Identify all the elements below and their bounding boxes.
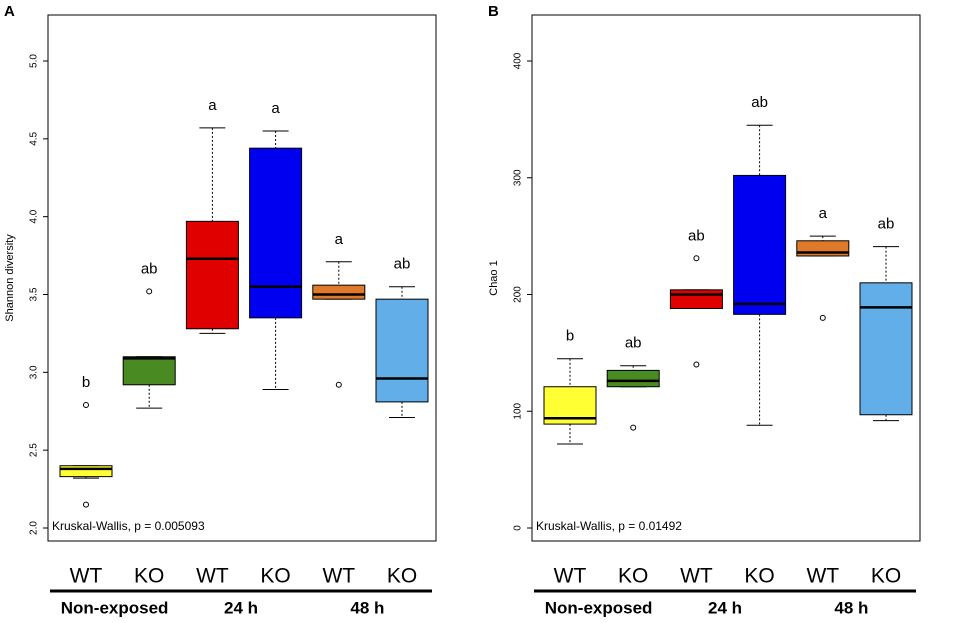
box	[606, 369, 660, 388]
significance-letter: a	[819, 205, 828, 222]
significance-letter: b	[566, 328, 574, 345]
y-tick-label: 5.0	[29, 54, 40, 68]
outlier	[335, 381, 342, 388]
annotation: Kruskal-Wallis, p = 0.01492	[536, 519, 682, 533]
outlier	[819, 314, 826, 321]
outlier	[146, 288, 153, 295]
group-label: 24 h	[224, 598, 258, 617]
box	[122, 356, 176, 386]
panel-label: B	[488, 3, 499, 20]
y-axis-label: Chao 1	[488, 260, 500, 295]
plot-frame	[47, 14, 437, 542]
plot-frame	[531, 14, 921, 542]
panel-label: A	[4, 3, 15, 20]
group-label: Non-exposed	[545, 598, 653, 617]
significance-letter: ab	[625, 335, 642, 352]
significance-letter: a	[208, 97, 217, 114]
y-tick-label: 2.0	[29, 521, 40, 535]
significance-letter: ab	[688, 227, 705, 244]
box	[312, 284, 366, 300]
y-tick-label: 0	[513, 525, 524, 531]
significance-letter: ab	[141, 260, 158, 277]
x-tick-label: WT	[680, 565, 713, 588]
y-tick-label: 4.0	[29, 209, 40, 223]
x-tick-label: KO	[618, 565, 648, 588]
x-tick-label: WT	[70, 565, 103, 588]
box	[59, 465, 113, 478]
box	[859, 282, 913, 416]
significance-letter: ab	[394, 256, 411, 273]
outlier	[693, 255, 700, 262]
box	[249, 147, 303, 319]
box	[733, 174, 787, 315]
group-label: 48 h	[350, 598, 384, 617]
significance-letter: a	[335, 231, 344, 248]
x-tick-label: WT	[554, 565, 587, 588]
outlier	[83, 501, 89, 508]
significance-letter: b	[82, 374, 90, 391]
box	[375, 298, 429, 403]
y-tick-label: 4.5	[29, 131, 40, 145]
x-tick-label: KO	[134, 565, 164, 588]
significance-letter: ab	[878, 216, 895, 233]
group-label: 48 h	[834, 598, 868, 617]
significance-letter: ab	[751, 94, 768, 111]
significance-letter: a	[271, 100, 280, 117]
box	[669, 289, 723, 310]
x-tick-label: KO	[871, 565, 901, 588]
x-tick-label: KO	[744, 565, 774, 588]
group-label: Non-exposed	[61, 598, 169, 617]
x-tick-label: WT	[322, 565, 355, 588]
y-axis-label: Shannon diversity	[4, 234, 16, 322]
box	[185, 220, 239, 330]
y-tick-label: 2.5	[29, 443, 40, 457]
x-tick-label: KO	[260, 565, 290, 588]
y-tick-label: 100	[513, 402, 524, 419]
x-tick-label: WT	[196, 565, 229, 588]
y-tick-label: 3.5	[29, 287, 40, 301]
y-tick-label: 400	[513, 52, 524, 69]
y-tick-label: 200	[513, 286, 524, 303]
x-tick-label: KO	[387, 565, 417, 588]
y-tick-label: 3.0	[29, 365, 40, 379]
group-label: 24 h	[708, 598, 742, 617]
annotation: Kruskal-Wallis, p = 0.005093	[52, 519, 205, 533]
x-tick-label: WT	[806, 565, 839, 588]
outlier	[83, 402, 89, 409]
outlier	[630, 424, 637, 431]
outlier	[693, 361, 700, 368]
y-tick-label: 300	[513, 169, 524, 186]
